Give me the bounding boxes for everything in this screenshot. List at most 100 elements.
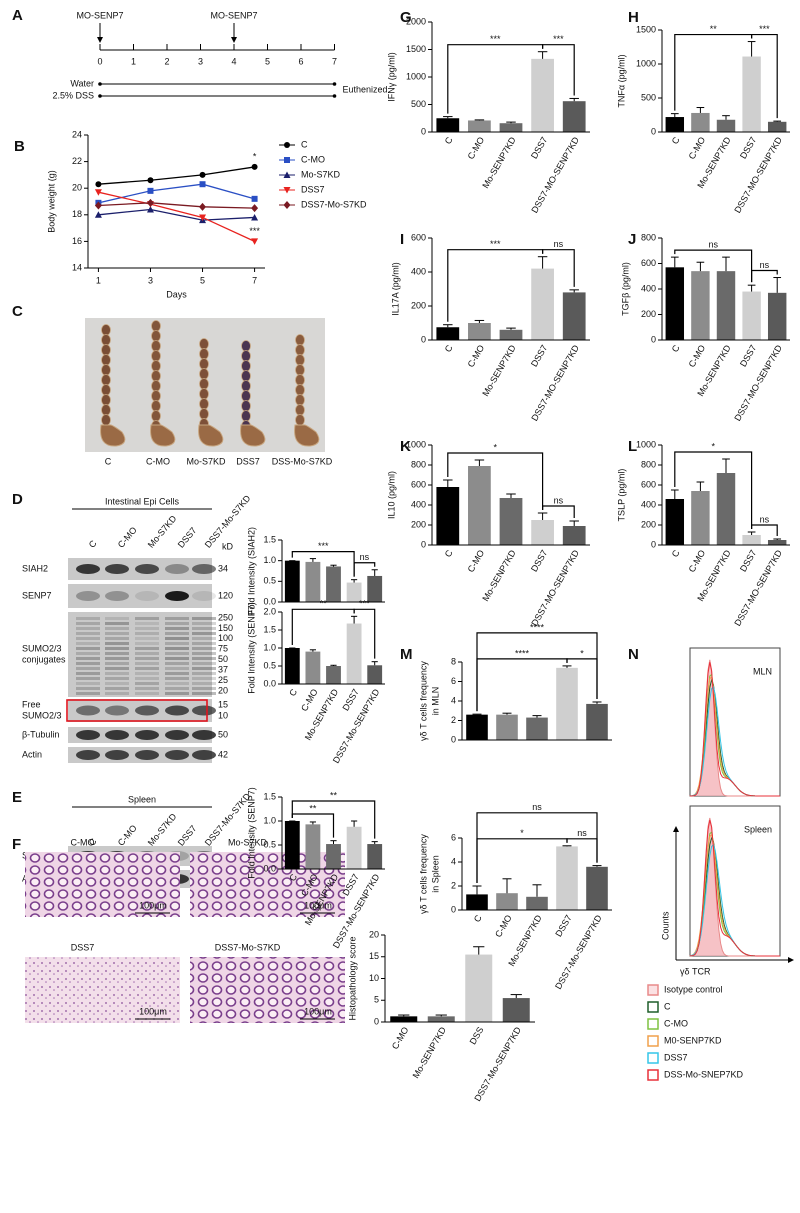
significance-bracket — [477, 839, 567, 883]
band — [76, 591, 100, 601]
y-axis-label: IL17A (pg/ml) — [390, 262, 400, 316]
lane-label: Mo-S7KD — [146, 811, 179, 848]
smear — [105, 692, 129, 695]
annotation: *** — [249, 226, 260, 236]
smear — [165, 657, 189, 660]
colon-segment — [242, 411, 251, 422]
significance-label: * — [520, 828, 524, 838]
colon-segment — [296, 365, 305, 376]
smear — [165, 617, 189, 620]
colon-segment — [102, 365, 111, 376]
y-tick-label: 0.5 — [263, 660, 276, 670]
lane-label: DSS7 — [176, 525, 199, 549]
kd-label: 34 — [218, 563, 228, 573]
bar — [717, 473, 735, 545]
smear — [105, 617, 129, 620]
band — [135, 564, 159, 574]
bar — [367, 665, 382, 684]
bar — [326, 566, 341, 602]
y-axis-label: γδ T cells frequency — [418, 661, 428, 741]
x-tick-label: C — [670, 548, 682, 559]
row-label: SIAH2 — [22, 563, 48, 573]
x-tick-label: C — [670, 343, 682, 354]
marker — [200, 172, 206, 178]
image-label: DSS7 — [71, 942, 95, 952]
y-tick-label: 800 — [411, 459, 426, 469]
bar — [468, 323, 491, 340]
legend-label: C — [664, 1001, 671, 1011]
band — [135, 750, 159, 760]
colon-segment — [200, 369, 209, 380]
y-tick-label: 500 — [641, 92, 656, 102]
y-tick-label: 400 — [411, 499, 426, 509]
smear — [192, 692, 216, 695]
row-label: β-Tubulin — [22, 729, 59, 739]
bar — [326, 844, 341, 869]
bar — [465, 955, 492, 1022]
significance-bracket — [448, 250, 543, 322]
band — [165, 706, 189, 716]
bar — [428, 1016, 455, 1022]
plot-label: Spleen — [744, 824, 772, 834]
smear — [76, 617, 100, 620]
smear — [192, 662, 216, 665]
y-tick-label: 15 — [369, 951, 379, 961]
bar — [666, 117, 684, 132]
colon-segment — [152, 381, 161, 392]
panel-label: C — [12, 303, 23, 320]
x-tick-label: DSS7 — [340, 687, 360, 712]
x-tick-label: 7 — [252, 275, 257, 285]
bar — [742, 57, 760, 132]
legend-label: DSS7-Mo-S7KD — [301, 199, 367, 209]
x-tick-label: 5 — [200, 275, 205, 285]
significance-label: *** — [490, 239, 501, 249]
bar — [717, 120, 735, 132]
kd-label: 50 — [218, 729, 228, 739]
bar — [717, 271, 735, 340]
sample-label: Mo-S7KD — [186, 456, 226, 466]
bar — [691, 113, 709, 132]
bar — [466, 715, 488, 740]
kd-label: 120 — [218, 590, 233, 600]
series-line — [98, 192, 254, 241]
smear — [165, 647, 189, 650]
x-tick-label: DSS7-MO-SENP7KD — [732, 548, 784, 628]
colon-segment — [242, 371, 251, 382]
bar — [503, 998, 530, 1022]
kd-label: 15 — [218, 699, 228, 709]
legend-swatch — [648, 1002, 658, 1012]
smear — [135, 622, 159, 625]
y-tick-label: 22 — [72, 156, 82, 166]
significance-label: ns — [360, 552, 370, 562]
panel-label: J — [628, 231, 636, 248]
kd-label: 25 — [218, 675, 228, 685]
y-axis-label: Body weight (g) — [46, 170, 56, 233]
y-tick-label: 600 — [641, 258, 656, 268]
day-label: 1 — [131, 56, 136, 66]
y-tick-label: 20 — [369, 929, 379, 939]
series-line — [98, 203, 254, 208]
significance-bracket — [448, 453, 543, 510]
smear — [192, 647, 216, 650]
bar — [500, 498, 523, 545]
y-tick-label: 1000 — [406, 71, 426, 81]
injection-label: MO-SENP7 — [76, 10, 123, 20]
series-line — [98, 184, 254, 203]
bar — [305, 562, 320, 602]
smear — [105, 657, 129, 660]
bar — [468, 120, 491, 132]
panel-label: K — [400, 438, 411, 455]
smear — [76, 657, 100, 660]
legend-swatch — [648, 1036, 658, 1046]
y-axis-label: Fold Intensity (SENP7) — [246, 787, 256, 879]
bar — [666, 499, 684, 545]
y-tick-label: 200 — [411, 519, 426, 529]
y-tick-label: 0 — [421, 539, 426, 549]
significance-label: * — [711, 441, 715, 451]
colon-segment — [102, 415, 111, 426]
y-axis-label: γδ T cells frequency — [418, 834, 428, 914]
x-tick-label: C — [443, 135, 455, 146]
y-tick-label: 600 — [411, 232, 426, 242]
sample-label: DSS7 — [236, 456, 260, 466]
band — [135, 591, 159, 601]
